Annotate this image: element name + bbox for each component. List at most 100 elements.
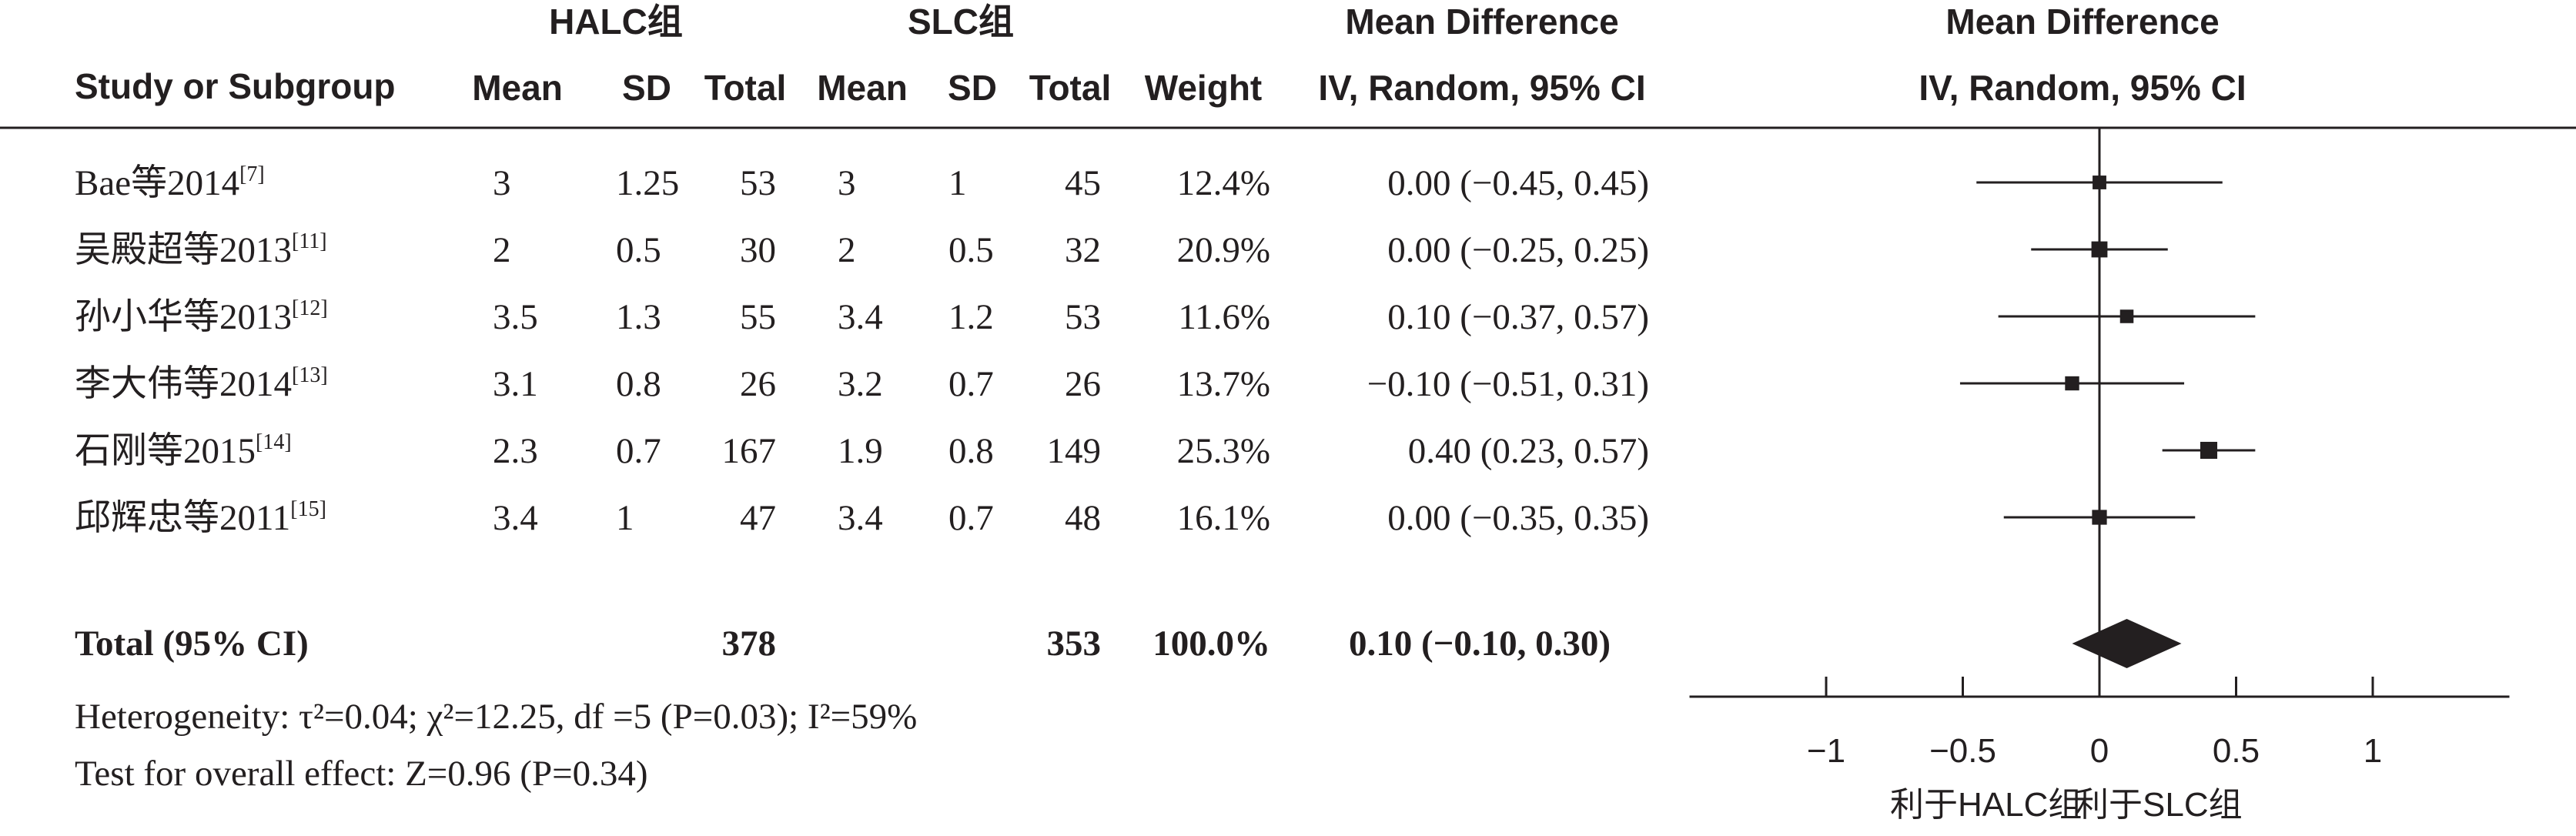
ctl-total-cell: 149 [1047, 431, 1102, 471]
study-row: 孙小华等2013[12] 3.5 1.3 55 3.4 1.2 53 11.6% 0.10 (−… [75, 296, 1649, 337]
x-axis-ticks: −1 −0.5 0 0.5 1 [1807, 677, 2382, 770]
effect-square [2092, 510, 2107, 525]
study-name: 邱辉忠等2011[15] [75, 497, 326, 538]
study-row: 吴殿超等2013[11] 2 0.5 30 2 0.5 32 20.9% 0.00 (−0.25… [75, 229, 1649, 270]
exp-group-header: HALC组 [549, 2, 683, 42]
exp-mean-cell: 2 [493, 230, 511, 270]
study-ref: [15] [290, 497, 326, 521]
exp-total-cell: 47 [740, 498, 776, 538]
exp-total-cell: 167 [722, 431, 777, 471]
plot-area: −1 −0.5 0 0.5 1 [1689, 128, 2510, 770]
effect-square [2091, 241, 2108, 258]
study-rows: Bae等2014[7] 3 1.25 53 3 1 45 12.4% 0.00 (−0.45, … [75, 162, 1649, 538]
study-name-text: Bae等2014 [75, 163, 239, 203]
total-weight: 100.0% [1153, 624, 1270, 664]
study-row: Bae等2014[7] 3 1.25 53 3 1 45 12.4% 0.00 (−0.45, … [75, 162, 1649, 203]
total-ci-text: 0.10 (−0.10, 0.30) [1349, 624, 1611, 664]
study-row: 石刚等2015[14] 2.3 0.7 167 1.9 0.8 149 25.3% 0.40 (… [75, 430, 1649, 471]
study-name-text: 李大伟等2014 [75, 364, 292, 404]
ci-cell: −0.10 (−0.51, 0.31) [1367, 364, 1649, 404]
ctl-sd-cell: 0.8 [948, 431, 994, 471]
ci-cell: 0.00 (−0.45, 0.45) [1387, 163, 1649, 203]
weight-cell: 12.4% [1177, 163, 1270, 203]
effect-square [2119, 309, 2134, 323]
ctl-sd-cell: 0.7 [948, 364, 994, 404]
study-name-text: 吴殿超等2013 [75, 230, 292, 270]
x-tick-label: 0.5 [2213, 732, 2260, 770]
plot-method-header: IV, Random, 95% CI [1919, 68, 2246, 108]
ctl-total-header: Total [1029, 68, 1111, 108]
ctl-sd-cell: 0.5 [948, 230, 994, 270]
ci-cell: 0.40 (0.23, 0.57) [1408, 431, 1649, 471]
study-name-text: 孙小华等2013 [75, 297, 292, 337]
exp-total-cell: 55 [740, 297, 776, 337]
study-name: 李大伟等2014[13] [75, 363, 328, 404]
study-name: 孙小华等2013[12] [75, 296, 328, 337]
exp-sd-cell: 1.3 [616, 297, 661, 337]
weight-cell: 20.9% [1177, 230, 1270, 270]
ci-cell: 0.00 (−0.35, 0.35) [1387, 498, 1649, 538]
exp-sd-cell: 1.25 [616, 163, 679, 203]
heterogeneity-text: Heterogeneity: τ²=0.04; χ²=12.25, df =5 … [75, 697, 917, 737]
effect-square [2065, 376, 2079, 391]
exp-sd-cell: 0.7 [616, 431, 661, 471]
exp-sd-cell: 0.5 [616, 230, 661, 270]
exp-sd-cell: 1 [616, 498, 634, 538]
x-tick-label: 1 [2364, 732, 2382, 770]
exp-total-cell: 53 [740, 163, 776, 203]
ctl-total-cell: 32 [1065, 230, 1101, 270]
study-marks [1959, 176, 2256, 525]
exp-mean-header: Mean [472, 68, 563, 108]
ctl-sd-cell: 1 [948, 163, 967, 203]
exp-mean-cell: 3 [493, 163, 511, 203]
study-ref: [7] [239, 162, 265, 186]
effect-square [2093, 176, 2106, 189]
weight-cell: 11.6% [1178, 297, 1270, 337]
study-ref: [12] [292, 296, 328, 320]
ctl-mean-cell: 1.9 [838, 431, 883, 471]
exp-total-cell: 26 [740, 364, 776, 404]
ctl-mean-header: Mean [817, 68, 908, 108]
x-tick-label: −0.5 [1929, 732, 1996, 770]
exp-mean-cell: 3.1 [493, 364, 538, 404]
exp-sd-header: SD [622, 68, 671, 108]
exp-sd-cell: 0.8 [616, 364, 661, 404]
favours-left-label: 利于HALC组 [1890, 786, 2082, 824]
study-row: 李大伟等2014[13] 3.1 0.8 26 3.2 0.7 26 13.7% −0.10 (… [75, 363, 1649, 404]
ctl-mean-cell: 2 [838, 230, 856, 270]
ctl-mean-cell: 3.4 [838, 498, 883, 538]
favours-right-label: 利于SLC组 [2075, 786, 2243, 824]
ctl-sd-cell: 1.2 [948, 297, 994, 337]
exp-mean-cell: 3.5 [493, 297, 538, 337]
weight-header: Weight [1145, 68, 1262, 108]
weight-cell: 25.3% [1177, 431, 1270, 471]
plot-title-header: Mean Difference [1945, 2, 2219, 42]
weight-cell: 13.7% [1177, 364, 1270, 404]
ctl-group-header: SLC组 [908, 2, 1014, 42]
effect-square [2200, 441, 2218, 460]
study-name-text: 石刚等2015 [75, 431, 256, 471]
x-tick-label: −1 [1807, 732, 1845, 770]
ctl-sd-cell: 0.7 [948, 498, 994, 538]
study-ref: [13] [292, 363, 328, 387]
ctl-total-cell: 53 [1065, 297, 1101, 337]
study-name: 石刚等2015[14] [75, 430, 292, 471]
pooled-diamond [2072, 619, 2182, 668]
exp-mean-cell: 2.3 [493, 431, 538, 471]
weight-cell: 16.1% [1177, 498, 1270, 538]
total-label: Total (95% CI) [75, 624, 309, 664]
ctl-mean-cell: 3.2 [838, 364, 883, 404]
overall-effect-text: Test for overall effect: Z=0.96 (P=0.34) [75, 754, 648, 794]
ctl-mean-cell: 3.4 [838, 297, 883, 337]
ci-cell: 0.10 (−0.37, 0.57) [1387, 297, 1649, 337]
study-name: Bae等2014[7] [75, 162, 265, 203]
study-ref: [11] [292, 229, 327, 253]
ctl-total-cell: 45 [1065, 163, 1101, 203]
study-name-text: 邱辉忠等2011 [75, 498, 290, 538]
exp-mean-cell: 3.4 [493, 498, 538, 538]
md-title-header: Mean Difference [1345, 2, 1618, 42]
study-ref: [14] [256, 430, 292, 454]
x-tick-label: 0 [2090, 732, 2109, 770]
total-ctl-total: 353 [1047, 624, 1102, 664]
